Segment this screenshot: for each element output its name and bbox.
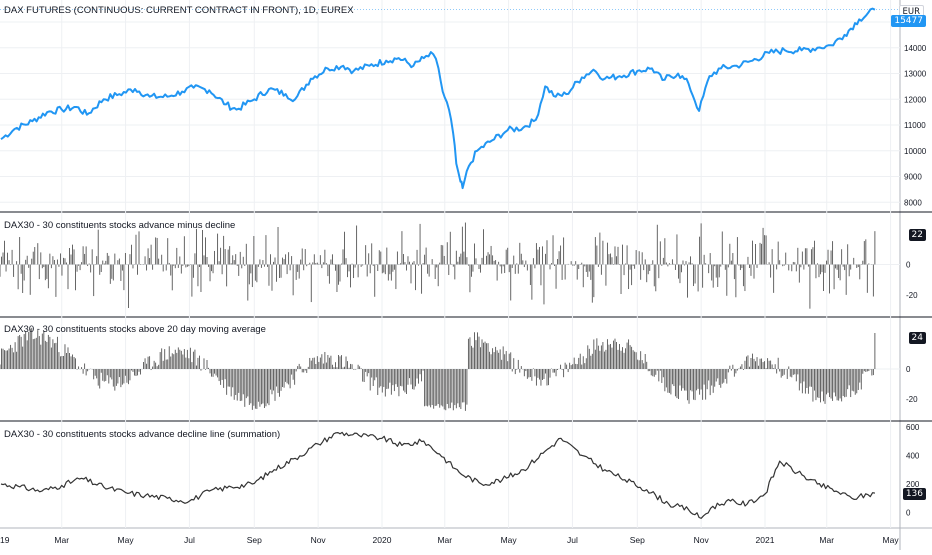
- price-tick-label: 12000: [904, 95, 927, 104]
- x-tick-label: 19: [0, 535, 10, 545]
- price-tick-label: 13000: [904, 70, 927, 79]
- x-tick-label: Jul: [567, 535, 578, 545]
- adline-tick-label: 200: [906, 480, 920, 489]
- adline-pane-title: DAX30 - 30 constituents stocks advance d…: [4, 429, 281, 440]
- adline-tick-label: 400: [906, 451, 920, 460]
- price-chart-title: DAX FUTURES (CONTINUOUS: CURRENT CONTRAC…: [4, 5, 354, 16]
- ma-pane-title: DAX30 - 30 constituents stocks above 20 …: [4, 324, 266, 335]
- bars-group: [0, 327, 876, 411]
- x-tick-label: Mar: [54, 535, 69, 545]
- x-tick-label: May: [883, 535, 900, 545]
- adline-tick-label: 600: [906, 423, 920, 432]
- price-tick-label: 11000: [904, 121, 926, 130]
- adline-tick-label: 0: [906, 509, 911, 518]
- price-tick-label: 8000: [904, 198, 922, 207]
- ad-pane-title: DAX30 - 30 constituents stocks advance m…: [4, 220, 236, 231]
- price-tick-label: 14000: [904, 44, 927, 53]
- x-tick-label: 2020: [373, 535, 392, 545]
- adline-last-value-badge: 136: [902, 488, 926, 500]
- x-tick-label: Sep: [630, 535, 645, 545]
- x-tick-label: Nov: [311, 535, 327, 545]
- indicator-tick-label: 0: [906, 261, 911, 270]
- price-tick-label: 9000: [904, 173, 922, 182]
- ma-last-value-badge: 24: [908, 332, 926, 344]
- x-tick-label: Mar: [819, 535, 834, 545]
- price-series-line: [0, 7, 876, 190]
- indicator-tick-label: -20: [906, 291, 918, 300]
- x-tick-label: May: [501, 535, 518, 545]
- price-tick-label: 10000: [904, 147, 927, 156]
- x-tick-label: Nov: [694, 535, 710, 545]
- x-tick-label: May: [118, 535, 135, 545]
- x-tick-label: Jul: [184, 535, 195, 545]
- x-tick-label: Sep: [247, 535, 262, 545]
- ad-last-value-badge: 22: [908, 229, 926, 241]
- adline-series-line: [0, 431, 876, 519]
- indicator-tick-label: 0: [906, 365, 911, 374]
- indicator-tick-label: -20: [906, 395, 918, 404]
- bars-group: [0, 222, 876, 309]
- price-last-value-badge: 15477: [891, 15, 926, 27]
- x-tick-label: 2021: [756, 535, 775, 545]
- x-tick-label: Mar: [437, 535, 452, 545]
